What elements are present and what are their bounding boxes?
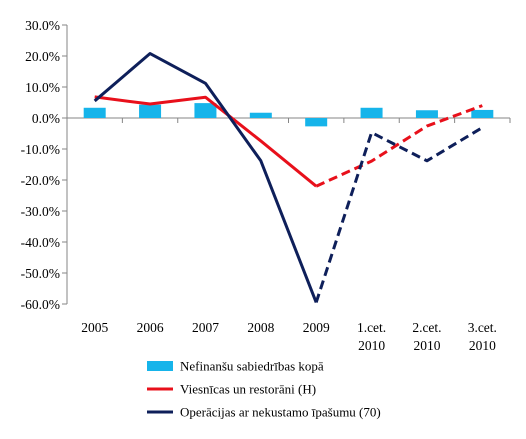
x-tick-label: 2007 bbox=[192, 320, 219, 335]
x-tick-label: 3.cet. 2010 bbox=[468, 320, 497, 353]
x-tick-label: 2008 bbox=[247, 320, 274, 335]
bar bbox=[194, 103, 217, 118]
y-tick-label: -40.0% bbox=[21, 235, 60, 250]
x-tick-label: 2006 bbox=[137, 320, 164, 335]
y-tick-label: -60.0% bbox=[21, 297, 60, 312]
y-tick-label: 10.0% bbox=[25, 80, 60, 95]
legend-label: Operācijas ar nekustamo īpašumu (70) bbox=[180, 405, 381, 420]
legend-label: Viesnīcas un restorāni (H) bbox=[180, 382, 316, 397]
bar bbox=[415, 110, 438, 118]
x-tick-label: 1.cet. 2010 bbox=[357, 320, 386, 353]
x-tick-label: 2.cet. 2010 bbox=[412, 320, 441, 353]
line-series bbox=[93, 52, 484, 303]
bar-series bbox=[83, 103, 494, 127]
x-tick-labels: 2005 2006 2007 2008 2009 1.cet. 2010 2.cet. 2010… bbox=[81, 320, 497, 353]
x-tick-label: 2009 bbox=[303, 320, 330, 335]
axes bbox=[62, 24, 511, 305]
y-tick-label: -50.0% bbox=[21, 266, 60, 281]
bar bbox=[360, 107, 383, 118]
y-tick-label: -30.0% bbox=[21, 204, 60, 219]
y-tick-label: 20.0% bbox=[25, 49, 60, 64]
line-series-dashed bbox=[314, 126, 484, 303]
y-tick-label: -10.0% bbox=[21, 142, 60, 157]
bar bbox=[305, 118, 328, 127]
line-series-dashed bbox=[315, 104, 483, 188]
y-tick-label: 0.0% bbox=[32, 111, 60, 126]
line-series-solid bbox=[94, 95, 318, 188]
y-tick-label: -20.0% bbox=[21, 173, 60, 188]
bar bbox=[83, 107, 106, 118]
y-tick-label: 30.0% bbox=[25, 18, 60, 33]
legend-swatch-bar bbox=[147, 361, 173, 371]
bar bbox=[139, 104, 162, 118]
x-tick-label: 2005 bbox=[81, 320, 108, 335]
bar bbox=[249, 112, 272, 118]
y-tick-labels: 30.0% 20.0% 10.0% 0.0% -10.0% -20.0% -30.0% -40… bbox=[21, 18, 60, 312]
legend: Nefinanšu sabiedrības kopā Viesnīcas un r… bbox=[147, 359, 381, 420]
bar bbox=[471, 109, 494, 118]
line-series-solid bbox=[93, 52, 318, 303]
legend-label: Nefinanšu sabiedrības kopā bbox=[180, 359, 324, 374]
